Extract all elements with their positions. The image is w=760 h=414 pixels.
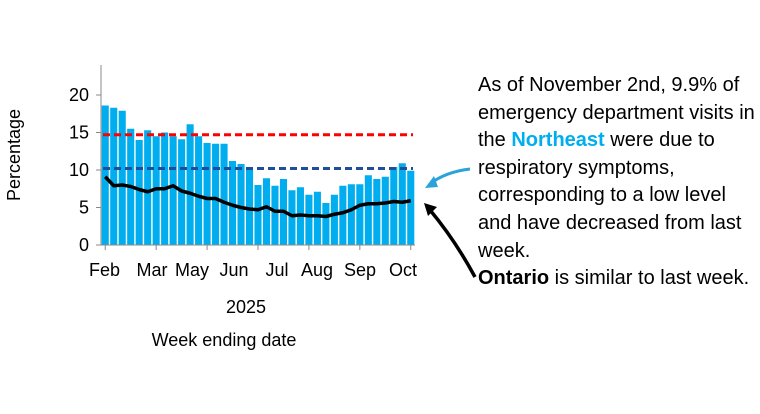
- x-tick-label: Oct: [389, 260, 417, 280]
- threshold-lines: [103, 133, 413, 170]
- bar: [101, 105, 109, 245]
- x-tick-label: Jul: [265, 260, 288, 280]
- ontario-arrow-head: [424, 203, 437, 216]
- bar: [135, 140, 143, 245]
- bar: [212, 143, 220, 245]
- axes: 0 5 10 15 20 Feb Mar May Jun Jul Aug Sep Oct: [69, 65, 417, 280]
- x-tick-label: Mar: [137, 260, 168, 280]
- bar: [228, 161, 237, 245]
- bar: [398, 163, 406, 245]
- annotation-text: As of November 2nd, 9.9% of emergency de…: [478, 72, 758, 293]
- bar: [144, 130, 152, 245]
- bar-series: [101, 105, 415, 245]
- annotation-line2: were due to respiratory symptoms, corres…: [478, 129, 742, 262]
- bar: [407, 170, 415, 245]
- bar: [322, 203, 330, 245]
- bar: [169, 136, 177, 245]
- bar: [288, 190, 296, 245]
- y-tick-label: 10: [69, 160, 89, 180]
- region-name: Northeast: [511, 129, 605, 152]
- x-tick-label: Aug: [301, 260, 333, 280]
- bar: [237, 164, 245, 245]
- line-series: [103, 175, 412, 219]
- bar: [186, 124, 194, 245]
- x-tick-label: Sep: [344, 260, 376, 280]
- bar: [347, 184, 355, 245]
- bar: [330, 194, 338, 245]
- bar: [271, 185, 279, 245]
- bar: [262, 178, 271, 245]
- annotation-line3: is similar to last week.: [549, 267, 750, 290]
- bar: [254, 185, 262, 245]
- x-axis-label: Week ending date: [152, 330, 297, 350]
- y-tick-label: 20: [69, 85, 89, 105]
- bar: [118, 110, 126, 245]
- bar: [364, 175, 372, 245]
- y-tick-label: 15: [69, 123, 89, 143]
- bar: [356, 184, 364, 245]
- y-tick-label: 5: [79, 198, 89, 218]
- bar: [339, 185, 347, 245]
- x-axis-year: 2025: [226, 297, 266, 317]
- bar: [390, 167, 398, 245]
- bar: [220, 143, 228, 245]
- annotation-line1: As of November 2nd, 9.9% of emergency de…: [478, 74, 755, 152]
- ontario-arrow: [428, 208, 477, 278]
- province-name: Ontario: [478, 267, 550, 290]
- ontario-line: [103, 175, 412, 219]
- x-tick-label: Feb: [89, 260, 120, 280]
- bar: [305, 194, 313, 245]
- bar: [152, 136, 160, 245]
- x-tick-label: May: [175, 260, 209, 280]
- bar: [195, 136, 203, 245]
- bar: [313, 191, 321, 245]
- bar: [373, 179, 381, 245]
- x-tick-label: Jun: [219, 260, 248, 280]
- bar: [203, 143, 211, 245]
- northeast-arrow-head: [425, 176, 438, 188]
- bar: [110, 107, 118, 245]
- y-axis-label: Percentage: [4, 109, 24, 201]
- y-tick-label: 0: [79, 235, 89, 255]
- bar: [381, 176, 389, 245]
